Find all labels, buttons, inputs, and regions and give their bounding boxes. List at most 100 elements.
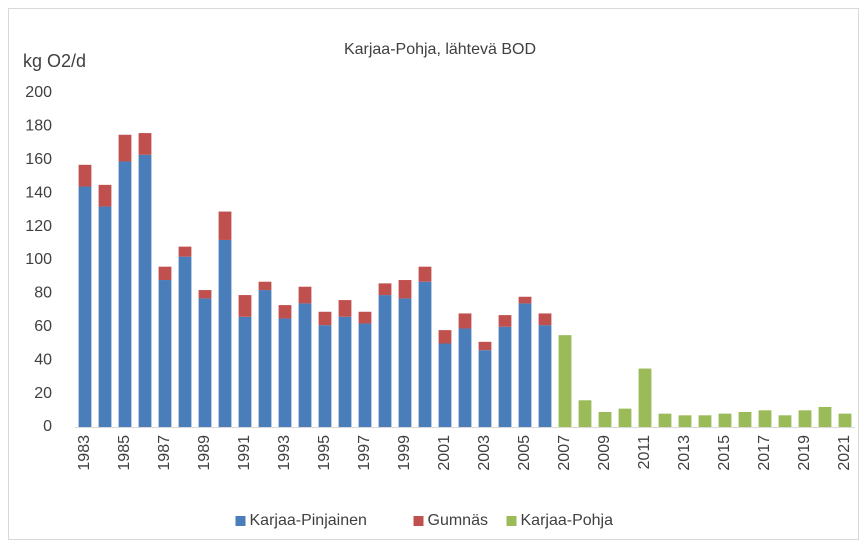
- bar-segment: [118, 161, 132, 427]
- x-tick-label: 2021: [836, 435, 853, 471]
- bar-segment: [138, 133, 152, 155]
- bar-segment: [438, 343, 452, 427]
- bar-segment: [458, 328, 472, 427]
- bar-segment: [418, 281, 432, 427]
- bar-segment: [818, 406, 832, 427]
- bar-segment: [738, 411, 752, 427]
- bar-segment: [398, 280, 412, 299]
- x-tick-label: 2005: [516, 435, 533, 471]
- y-axis-title: kg O2/d: [23, 51, 86, 71]
- bar-segment: [478, 341, 492, 351]
- y-tick-label: 0: [43, 418, 52, 435]
- bar-segment: [218, 239, 232, 427]
- y-tick-label: 100: [25, 251, 52, 268]
- x-tick-label: 1987: [156, 435, 173, 471]
- bar-segment: [278, 305, 292, 319]
- bar-segment: [498, 315, 512, 327]
- bar-segment: [258, 281, 272, 291]
- bar-segment: [518, 296, 532, 304]
- y-tick-label: 140: [25, 184, 52, 201]
- x-tick-label: 2019: [796, 435, 813, 471]
- legend-label: Karjaa-Pinjainen: [250, 512, 367, 529]
- bar-segment: [438, 330, 452, 344]
- x-tick-label: 1993: [276, 435, 293, 471]
- bar-segment: [458, 313, 472, 329]
- bar-segment: [298, 303, 312, 427]
- bar-segment: [158, 280, 172, 427]
- y-tick-label: 60: [34, 318, 52, 335]
- legend-swatch: [413, 516, 424, 526]
- y-tick-label: 20: [34, 385, 52, 402]
- bar-segment: [698, 415, 712, 427]
- bar-segment: [558, 335, 572, 427]
- y-tick-label: 120: [25, 218, 52, 235]
- x-tick-label: 1997: [356, 435, 373, 471]
- bar-segment: [778, 415, 792, 427]
- bar-segment: [758, 410, 772, 427]
- bar-segment: [198, 298, 212, 427]
- bar-segment: [638, 368, 652, 427]
- bar-segment: [618, 408, 632, 427]
- y-tick-label: 40: [34, 351, 52, 368]
- x-tick-label: 1991: [236, 435, 253, 471]
- bar-segment: [358, 323, 372, 427]
- bar-segment: [238, 295, 252, 317]
- x-tick-label: 1995: [316, 435, 333, 471]
- legend-swatch: [235, 516, 246, 526]
- bar-segment: [518, 303, 532, 427]
- bar-segment: [658, 413, 672, 427]
- y-tick-label: 80: [34, 285, 52, 302]
- x-tick-label: 1985: [116, 435, 133, 471]
- bar-segment: [318, 311, 332, 326]
- x-tick-label: 2017: [756, 435, 773, 471]
- bar-segment: [118, 134, 132, 162]
- bar-segment: [798, 410, 812, 427]
- x-tick-label: 2007: [556, 435, 573, 471]
- bar-segment: [198, 290, 212, 299]
- bar-segment: [258, 290, 272, 427]
- bar-segment: [298, 286, 312, 304]
- bar-segment: [498, 326, 512, 427]
- bar-segment: [478, 350, 492, 427]
- bar-segment: [358, 311, 372, 324]
- bar-segment: [238, 316, 252, 427]
- bar-segment: [838, 413, 852, 427]
- chart-title: Karjaa-Pohja, lähtevä BOD: [344, 41, 536, 58]
- legend-swatch: [506, 516, 517, 526]
- bar-segment: [158, 266, 172, 281]
- bar-segment: [178, 246, 192, 257]
- bar-segment: [718, 413, 732, 427]
- bar-segment: [538, 313, 552, 326]
- bar-segment: [678, 415, 692, 427]
- y-tick-label: 160: [25, 151, 52, 168]
- bar-segment: [78, 186, 92, 427]
- x-tick-label: 2003: [476, 435, 493, 471]
- y-tick-label: 180: [25, 118, 52, 135]
- bar-segment: [98, 206, 112, 427]
- x-tick-label: 2001: [436, 435, 453, 471]
- bar-segment: [598, 411, 612, 427]
- x-tick-label: 1983: [76, 435, 93, 471]
- x-tick-label: 2013: [676, 435, 693, 471]
- bar-segment: [398, 298, 412, 427]
- bar-segment: [78, 164, 92, 187]
- legend-label: Karjaa-Pohja: [521, 512, 614, 529]
- x-tick-label: 1989: [196, 435, 213, 471]
- bar-segment: [338, 300, 352, 317]
- bar-segment: [218, 211, 232, 240]
- bar-segment: [318, 325, 332, 427]
- x-tick-label: 2011: [636, 435, 653, 470]
- bar-segment: [278, 318, 292, 427]
- y-tick-label: 200: [25, 84, 52, 101]
- bar-segment: [538, 325, 552, 427]
- bar-segment: [578, 400, 592, 427]
- bar-segment: [138, 154, 152, 428]
- bar-segment: [378, 283, 392, 296]
- x-tick-label: 1999: [396, 435, 413, 471]
- bar-segment: [378, 295, 392, 427]
- bar-segment: [98, 184, 112, 207]
- x-tick-label: 2009: [596, 435, 613, 471]
- x-tick-label: 2015: [716, 435, 733, 471]
- bar-segment: [178, 256, 192, 427]
